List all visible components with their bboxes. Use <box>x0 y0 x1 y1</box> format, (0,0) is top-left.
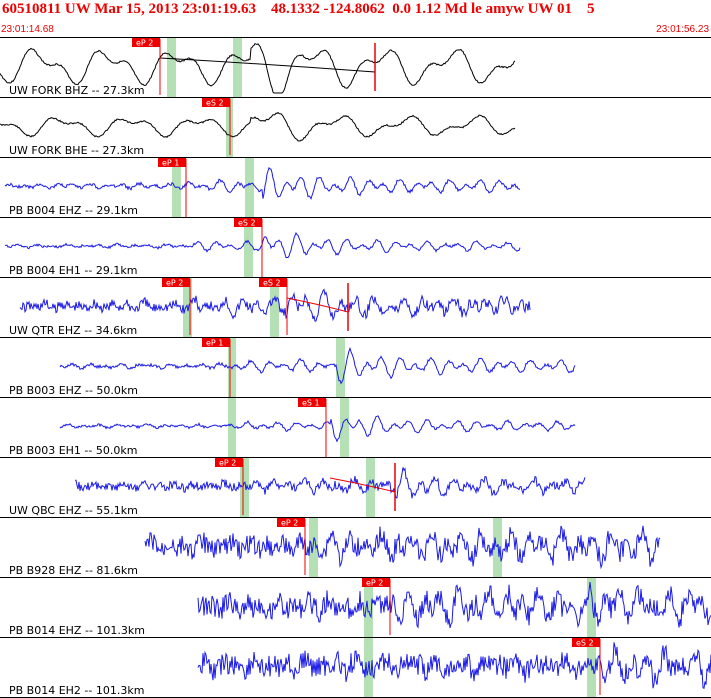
phase-pick[interactable]: eP 2 <box>132 38 161 95</box>
phase-pick[interactable]: eS 2 <box>259 278 288 335</box>
start-time-label: 23:01:14.68 <box>1 24 54 35</box>
waveform-trace <box>75 467 586 499</box>
event-title: 60510811 UW Mar 15, 2013 23:01:19.63 48.… <box>2 1 595 17</box>
pick-flag <box>277 518 305 527</box>
trace-panel[interactable]: eP 2 eS 2 UW QTR EHZ -- 34.6km <box>0 277 711 337</box>
trace-panel[interactable]: eP 1 PB B004 EHZ -- 29.1km <box>0 157 711 217</box>
processing-window <box>240 457 249 517</box>
processing-window <box>228 337 236 397</box>
pick-label: eP 1 <box>206 339 223 348</box>
pick-flag <box>259 278 287 287</box>
processing-window <box>245 157 254 217</box>
pick-flag <box>202 338 230 347</box>
waveform-trace <box>59 346 576 385</box>
pick-label: eS 2 <box>206 99 224 108</box>
phase-pick[interactable]: eP 2 <box>162 278 191 335</box>
pick-flag <box>362 578 390 587</box>
processing-window <box>167 37 176 97</box>
processing-window <box>309 517 318 577</box>
pick-label: eS 2 <box>576 639 594 648</box>
trace-panel[interactable]: eS 1 PB B003 EH1 -- 50.0km <box>0 397 711 457</box>
station-label: UW QTR EHZ -- 34.6km <box>9 324 137 337</box>
pick-label: eP 2 <box>166 279 183 288</box>
waveform-trace <box>0 42 516 94</box>
waveform-trace <box>144 525 661 570</box>
event-header: 60510811 UW Mar 15, 2013 23:01:19.63 48.… <box>0 0 711 38</box>
phase-pick[interactable]: eS 2 <box>234 218 263 277</box>
phase-pick[interactable]: eP 1 <box>202 338 231 397</box>
pick-label: eS 2 <box>263 279 281 288</box>
pick-label: eS 1 <box>302 399 320 408</box>
station-label: UW QBC EHZ -- 55.1km <box>9 504 138 517</box>
trace-panel[interactable]: eS 2 PB B004 EH1 -- 29.1km <box>0 217 711 277</box>
trace-panel[interactable]: eP 2 PB B928 EHZ -- 81.6km <box>0 517 711 577</box>
station-label: UW FORK BHE -- 27.3km <box>9 144 144 157</box>
pick-flag <box>158 158 186 167</box>
pick-label: eP 2 <box>136 39 153 48</box>
seismogram-panel[interactable]: eP 2 UW FORK BHZ -- 27.3km eS 2 UW FORK BHE… <box>0 37 711 698</box>
processing-window <box>366 457 375 517</box>
trace-panel[interactable]: eP 2 UW FORK BHZ -- 27.3km <box>0 37 711 97</box>
phase-pick[interactable]: eS 2 <box>202 98 231 155</box>
pick-flag <box>572 638 600 647</box>
station-label: PB B014 EHZ -- 101.3km <box>9 624 145 637</box>
waveform-trace <box>4 166 521 200</box>
processing-window <box>493 517 502 577</box>
pick-flag <box>132 38 160 47</box>
coda-curve <box>159 57 376 73</box>
pick-label: eS 2 <box>238 219 256 228</box>
station-label: UW FORK BHZ -- 27.3km <box>9 84 145 97</box>
end-time-label: 23:01:56.23 <box>656 24 709 35</box>
phase-pick[interactable]: eS 2 <box>572 638 601 695</box>
station-label: PB B003 EHZ -- 50.0km <box>9 384 138 397</box>
station-label: PB B014 EH2 -- 101.3km <box>9 684 144 697</box>
station-label: PB B003 EH1 -- 50.0km <box>9 444 137 457</box>
coda-curve <box>329 477 396 493</box>
pick-flag <box>202 98 230 107</box>
phase-pick[interactable]: eP 2 <box>215 458 244 515</box>
processing-window <box>364 577 373 637</box>
processing-window <box>587 577 596 637</box>
pick-label: eP 2 <box>366 579 383 588</box>
coda-curve <box>286 297 349 313</box>
processing-window <box>336 337 345 397</box>
phase-pick[interactable]: eP 2 <box>362 578 391 635</box>
processing-window <box>340 397 349 457</box>
pick-flag <box>298 398 326 407</box>
pick-label: eP 1 <box>162 159 179 168</box>
processing-window <box>244 217 253 277</box>
pick-flag <box>162 278 190 287</box>
trace-panel[interactable]: eP 1 PB B003 EHZ -- 50.0km <box>0 337 711 397</box>
processing-window <box>233 37 242 97</box>
pick-flag <box>234 218 262 227</box>
waveform-trace <box>197 582 711 629</box>
phase-pick[interactable]: eP 1 <box>158 158 187 217</box>
processing-window <box>270 277 279 337</box>
trace-panel[interactable]: eS 2 PB B014 EH2 -- 101.3km <box>0 637 711 697</box>
station-label: PB B004 EHZ -- 29.1km <box>9 204 138 217</box>
processing-window <box>228 397 236 457</box>
phase-pick[interactable]: eP 2 <box>277 518 306 575</box>
trace-panel[interactable]: eP 2 UW QBC EHZ -- 55.1km <box>0 457 711 517</box>
trace-panel[interactable]: eP 2 PB B014 EHZ -- 101.3km <box>0 577 711 637</box>
station-label: PB B004 EH1 -- 29.1km <box>9 264 137 277</box>
trace-panel[interactable]: eS 2 UW FORK BHE -- 27.3km <box>0 97 711 157</box>
phase-pick[interactable]: eS 1 <box>298 398 327 457</box>
waveform-trace <box>0 111 516 142</box>
pick-label: eP 2 <box>219 459 236 468</box>
pick-flag <box>215 458 243 467</box>
waveform-trace <box>197 642 711 690</box>
waveform-trace <box>59 415 576 443</box>
pick-label: eP 2 <box>281 519 298 528</box>
station-label: PB B928 EHZ -- 81.6km <box>9 564 138 577</box>
waveform-trace <box>19 288 531 322</box>
